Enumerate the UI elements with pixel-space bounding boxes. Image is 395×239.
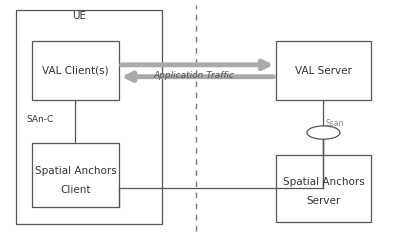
Bar bbox=[276, 41, 371, 100]
Text: VAL Client(s): VAL Client(s) bbox=[42, 66, 109, 76]
Text: Application Traffic: Application Traffic bbox=[153, 71, 234, 80]
Bar bbox=[32, 143, 119, 207]
Text: Client: Client bbox=[60, 185, 91, 195]
Bar bbox=[32, 41, 119, 100]
Text: UE: UE bbox=[72, 11, 87, 21]
Ellipse shape bbox=[307, 126, 340, 139]
Text: SAn-C: SAn-C bbox=[26, 115, 54, 124]
Bar bbox=[276, 155, 371, 222]
Text: Ssan: Ssan bbox=[325, 119, 344, 128]
Text: Spatial Anchors: Spatial Anchors bbox=[282, 178, 364, 187]
Text: Server: Server bbox=[307, 196, 340, 206]
Text: VAL Server: VAL Server bbox=[295, 66, 352, 76]
Bar bbox=[17, 10, 162, 224]
Text: Spatial Anchors: Spatial Anchors bbox=[35, 166, 117, 176]
